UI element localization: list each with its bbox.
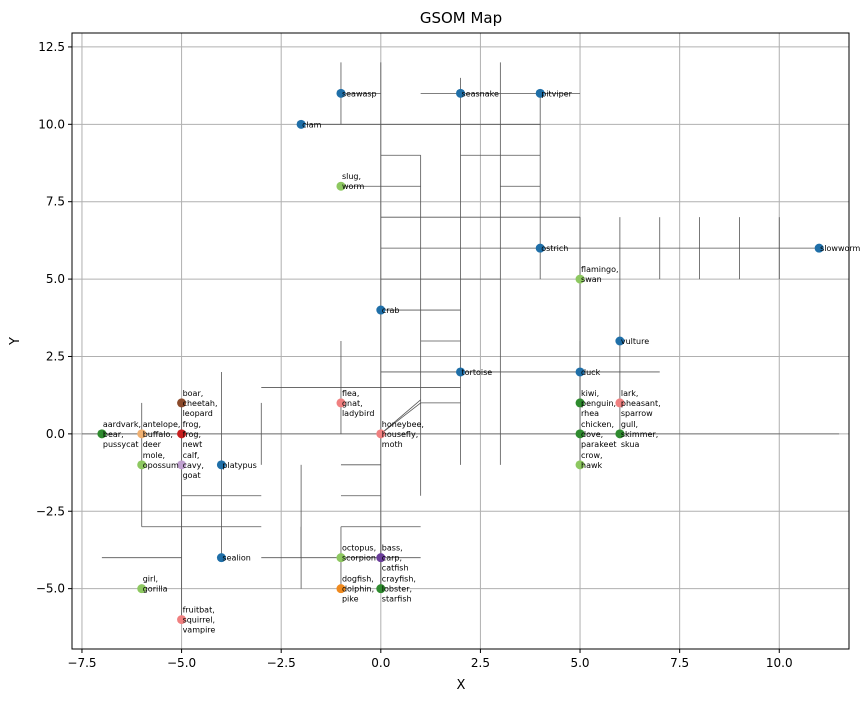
point-label: lark, pheasant, sparrow [621, 389, 661, 418]
y-axis-ticks: −5.0 −2.5 0.0 2.5 5.0 7.5 10.0 12.5 [36, 40, 72, 596]
data-point [575, 429, 585, 439]
chart-title: GSOM Map [420, 9, 502, 27]
point-label: vulture [621, 337, 649, 346]
point-label: flea, gnat, ladybird [342, 389, 374, 418]
y-tick-label: 7.5 [46, 195, 65, 209]
data-point [535, 88, 545, 98]
data-point [535, 243, 545, 253]
point-label: crayfish, lobster, starfish [382, 575, 416, 604]
data-point [177, 429, 187, 439]
x-tick-label: −7.5 [67, 656, 96, 670]
data-point [456, 367, 465, 377]
point-label: chicken, dove, parakeet [581, 420, 617, 449]
point-label: slowworm [820, 244, 860, 253]
point-label: sealion [222, 554, 250, 563]
point-label: frog, frog, newt [183, 420, 203, 449]
data-point [336, 88, 346, 98]
data-point [97, 429, 107, 439]
y-axis-label: Y [8, 337, 23, 346]
data-point [456, 88, 465, 98]
point-label: bass, carp, catfish [382, 544, 409, 573]
point-label: platypus [222, 461, 256, 470]
point-label: seasnake [462, 89, 499, 98]
y-tick-label: 12.5 [38, 40, 65, 54]
point-label: gull, skimmer, skua [621, 420, 658, 449]
data-point [296, 119, 306, 129]
y-tick-label: 0.0 [46, 427, 65, 441]
point-label: slug, worm [342, 172, 365, 191]
x-tick-label: 0.0 [371, 656, 390, 670]
data-point [615, 336, 625, 346]
point-label: crow, hawk [581, 451, 603, 470]
data-points [97, 88, 824, 625]
data-point [615, 398, 625, 408]
point-label: duck [581, 368, 601, 377]
x-tick-label: −5.0 [167, 656, 196, 670]
data-point [336, 584, 346, 594]
point-label: seawasp [342, 89, 377, 98]
data-point [336, 398, 346, 408]
point-label: girl, gorilla [143, 575, 168, 594]
point-label: honeybee, housefly, moth [382, 420, 424, 449]
y-tick-label: −5.0 [36, 582, 65, 596]
data-point [376, 584, 386, 594]
data-point [216, 460, 226, 470]
x-tick-label: 10.0 [766, 656, 793, 670]
data-point [177, 398, 187, 408]
y-tick-label: 5.0 [46, 272, 65, 286]
plot-area-frame [71, 32, 850, 650]
point-label: kiwi, penguin, rhea [581, 389, 616, 418]
data-point [336, 181, 346, 191]
data-point [177, 615, 187, 625]
x-tick-label: 7.5 [670, 656, 689, 670]
point-label: boar, cheetah, leopard [183, 389, 218, 418]
data-point [376, 553, 386, 563]
data-point [216, 553, 226, 563]
data-point [615, 429, 625, 439]
data-point [575, 274, 585, 284]
x-tick-label: 2.5 [471, 656, 490, 670]
data-point [336, 553, 346, 563]
data-point [575, 398, 585, 408]
point-label: aardvark, bear, pussycat [103, 420, 141, 449]
point-label: clam [302, 120, 322, 129]
data-point [376, 429, 386, 439]
point-label: crab [382, 306, 400, 315]
point-label: ostrich [541, 244, 568, 253]
point-label: pitviper [541, 89, 572, 98]
data-point [177, 460, 187, 470]
x-tick-label: −2.5 [267, 656, 296, 670]
y-tick-label: 10.0 [38, 117, 65, 131]
point-label: dogfish, dolphin, pike [342, 575, 374, 604]
point-label: mole, opossum [143, 451, 179, 470]
x-axis-label: X [457, 678, 466, 693]
data-point [137, 460, 147, 470]
point-label: calf, cavy, goat [183, 451, 204, 480]
data-point [575, 367, 585, 377]
y-tick-label: 2.5 [46, 349, 65, 363]
connection-line [380, 399, 421, 435]
x-tick-label: 5.0 [570, 656, 589, 670]
connection-lines [81, 62, 840, 620]
point-label: fruitbat, squirrel, vampire [183, 606, 216, 635]
data-point [575, 460, 585, 470]
data-point [376, 305, 386, 315]
y-tick-label: −2.5 [36, 504, 65, 518]
point-label: flamingo, swan [581, 265, 619, 284]
x-axis-ticks: −7.5 −5.0 −2.5 0.0 2.5 5.0 7.5 10.0 [67, 649, 793, 670]
point-label: octopus, scorpion [342, 544, 376, 563]
data-point [137, 429, 147, 439]
point-label: tortoise [462, 368, 493, 377]
point-label: antelope, buffalo, deer [143, 420, 181, 449]
data-point [814, 243, 824, 253]
data-point [137, 584, 147, 594]
point-labels: pitviper seasnake seawasp clam slug, worm ostr… [103, 89, 861, 634]
